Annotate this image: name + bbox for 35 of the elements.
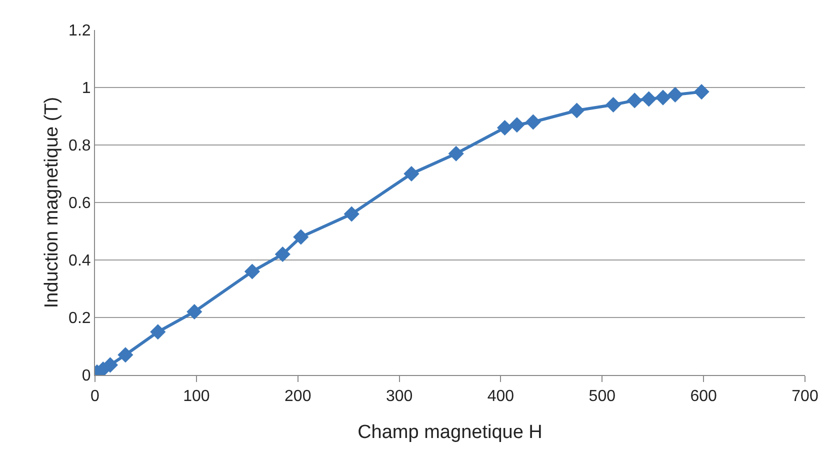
y-tick-label: 1 xyxy=(82,80,91,98)
point xyxy=(655,90,671,106)
y-tick-label: 0.2 xyxy=(68,310,91,328)
x-tick-label: 100 xyxy=(183,388,210,406)
point xyxy=(150,324,166,340)
point xyxy=(509,117,525,133)
point xyxy=(274,246,290,262)
point xyxy=(448,146,464,162)
point xyxy=(344,206,360,222)
point xyxy=(568,102,585,118)
point xyxy=(293,229,309,245)
x-axis-title: Champ magnetique H xyxy=(358,422,542,443)
x-tick-label: 300 xyxy=(386,388,413,406)
x-tick-label: 700 xyxy=(792,388,818,406)
point xyxy=(525,114,541,130)
y-axis-title: Induction magnetique (T) xyxy=(41,96,62,308)
point xyxy=(626,92,642,108)
y-tick-label: 0.4 xyxy=(68,252,91,270)
y-tick-label: 0 xyxy=(82,368,91,385)
point xyxy=(496,120,513,136)
y-tick-label: 0.6 xyxy=(68,195,91,212)
y-tick-label: 0.8 xyxy=(68,138,91,155)
point xyxy=(118,347,134,363)
point xyxy=(606,96,622,113)
point xyxy=(186,304,202,320)
x-tick-label: 200 xyxy=(284,388,312,406)
point xyxy=(667,86,683,102)
y-tick-label: 1.2 xyxy=(68,22,91,40)
x-tick-label: 400 xyxy=(487,388,514,406)
point xyxy=(244,264,260,280)
point xyxy=(404,166,420,182)
x-tick-label: 600 xyxy=(690,388,718,406)
point xyxy=(694,84,710,100)
point xyxy=(641,91,657,107)
x-tick-label: 500 xyxy=(588,388,616,406)
